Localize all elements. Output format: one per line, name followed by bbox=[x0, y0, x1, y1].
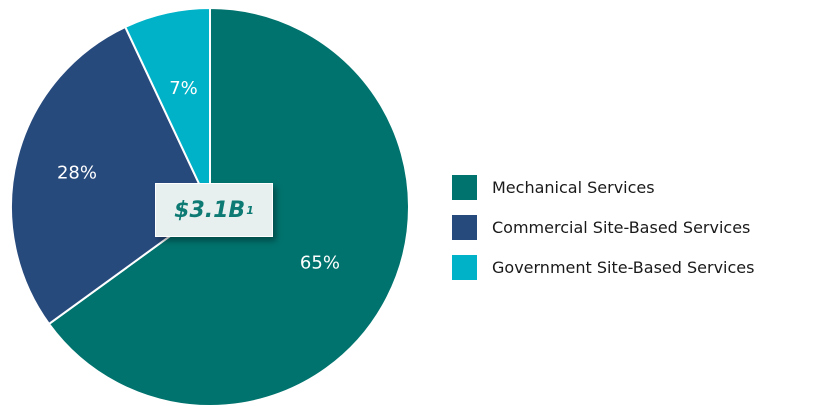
pie-slice-label-government-site-based-services: 7% bbox=[169, 78, 198, 99]
pie-slice-government-site-based-services bbox=[123, 6, 211, 208]
legend-swatch-mechanical-services bbox=[452, 174, 477, 200]
legend-item-commercial-site-based-services: Commercial Site-Based Services bbox=[452, 207, 754, 247]
total-value: $3.1B bbox=[174, 197, 246, 223]
legend-swatch-commercial-site-based-services bbox=[452, 214, 477, 240]
legend-swatch-government-site-based-services bbox=[452, 254, 477, 280]
legend-label-mechanical-services: Mechanical Services bbox=[492, 177, 655, 197]
pie-slice-label-commercial-site-based-services: 28% bbox=[57, 162, 97, 183]
legend: Mechanical Services Commercial Site-Base… bbox=[452, 167, 754, 287]
pie-slice-commercial-site-based-services bbox=[10, 25, 212, 326]
total-value-footnote: 1 bbox=[246, 203, 254, 217]
legend-label-government-site-based-services: Government Site-Based Services bbox=[492, 257, 755, 277]
legend-item-mechanical-services: Mechanical Services bbox=[452, 167, 754, 207]
total-value-box: $3.1B 1 bbox=[155, 183, 273, 237]
pie-slice-label-mechanical-services: 65% bbox=[300, 253, 340, 274]
legend-label-commercial-site-based-services: Commercial Site-Based Services bbox=[492, 217, 751, 237]
legend-item-government-site-based-services: Government Site-Based Services bbox=[452, 247, 754, 287]
pie-slice-labels: 65% 28% 7% bbox=[57, 78, 340, 273]
